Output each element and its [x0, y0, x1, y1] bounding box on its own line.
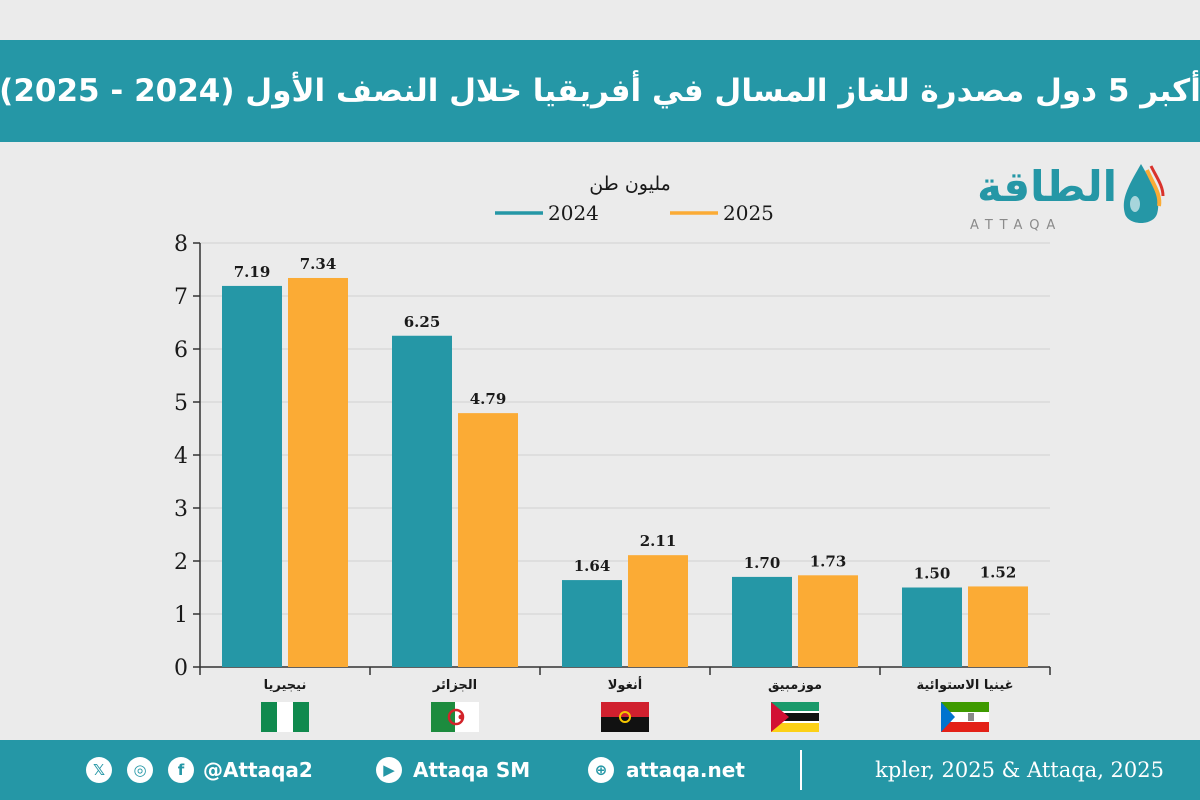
source-text: kpler, 2025 & Attaqa, 2025: [875, 758, 1164, 782]
x-category-label: الجزائر: [432, 678, 477, 693]
bar-value-label: 1.52: [980, 563, 1017, 581]
axes: 0 1 2 3 4 5 6 7 8 نيجيريا الجزائر أنغولا موزمبيق غيني…: [174, 232, 1051, 693]
bar-value-label: 1.73: [810, 552, 847, 570]
footer-bar: 𝕏 ◎ f @Attaqa2 ▶ Attaqa SM ⊕ attaqa.net …: [0, 740, 1200, 800]
y-tick-label: 7: [174, 285, 188, 310]
bar-value-label: 7.34: [300, 255, 337, 273]
flag-stripe: [771, 702, 819, 711]
legend: مليون طن 2024 2025: [495, 173, 774, 225]
x-category-label: أنغولا: [608, 676, 643, 693]
flags: [261, 702, 989, 732]
y-tick-label: 0: [174, 656, 188, 681]
flag-stripe: [941, 712, 989, 722]
bar: [968, 586, 1028, 667]
y-tick-label: 8: [174, 232, 188, 257]
unit-label: مليون طن: [589, 173, 671, 195]
flag-stripe: [431, 702, 455, 732]
flag-stripe: [601, 702, 649, 717]
flag-star: [458, 714, 464, 720]
bar-value-label: 1.50: [914, 565, 951, 583]
youtube-icon[interactable]: ▶: [376, 757, 402, 783]
bar: [562, 580, 622, 667]
brand-logo: الطاقة ATTAQA: [955, 160, 1165, 240]
bar: [902, 587, 962, 667]
flag-stripe: [771, 711, 819, 713]
y-tick-label: 4: [174, 444, 188, 469]
flag-stripe: [771, 723, 819, 732]
angola-flag: [601, 702, 649, 732]
bar: [392, 335, 452, 667]
bar-value-label: 7.19: [234, 263, 271, 281]
flag-stripe: [277, 702, 293, 732]
y-tick-label: 5: [174, 391, 188, 416]
globe-icon[interactable]: ⊕: [588, 757, 614, 783]
flag-emblem: [968, 713, 974, 721]
legend-label: 2024: [548, 201, 599, 225]
bar-value-label: 2.11: [640, 532, 677, 550]
y-tick-label: 1: [174, 603, 188, 628]
y-tick-label: 3: [174, 497, 188, 522]
flag-triangle: [941, 702, 955, 732]
instagram-icon[interactable]: ◎: [127, 757, 153, 783]
bars: [222, 277, 1028, 667]
social-handle[interactable]: @Attaqa2: [203, 758, 313, 782]
bar: [288, 277, 348, 667]
flag-stripe: [261, 702, 277, 732]
website-link[interactable]: attaqa.net: [626, 758, 745, 782]
x-category-label: غينيا الاستوائية: [916, 678, 1013, 693]
brand-latin: ATTAQA: [970, 218, 1063, 233]
header-bar: أكبر 5 دول مصدرة للغاز المسال في أفريقيا…: [0, 40, 1200, 142]
flag-stripe: [941, 702, 989, 712]
bar-chart: 0 1 2 3 4 5 6 7 8 نيجيريا الجزائر أنغولا موزمبيق غيني…: [174, 173, 1051, 732]
flag-stripe: [941, 722, 989, 732]
bar-value-label: 1.70: [744, 554, 781, 572]
footer-divider: [800, 750, 802, 790]
bar-value-label: 1.64: [574, 557, 611, 575]
bar: [458, 413, 518, 667]
mozambique-flag: [771, 702, 819, 732]
equatorial-guinea-flag: [941, 702, 989, 732]
x-category-label: نيجيريا: [264, 678, 307, 693]
y-tick-label: 2: [174, 550, 188, 575]
flag-emblem: [619, 711, 631, 723]
bar: [628, 555, 688, 667]
flag-stripe: [601, 717, 649, 732]
bar-value-label: 4.79: [470, 390, 507, 408]
x-icon[interactable]: 𝕏: [86, 757, 112, 783]
brand-arabic: الطاقة: [977, 162, 1117, 211]
bar: [798, 575, 858, 667]
algeria-flag: [431, 702, 479, 732]
legend-label: 2025: [723, 201, 774, 225]
bar-value-label: 6.25: [404, 313, 441, 331]
facebook-icon[interactable]: f: [168, 757, 194, 783]
drop-icon: [1123, 164, 1165, 223]
page-title: أكبر 5 دول مصدرة للغاز المسال في أفريقيا…: [0, 73, 1200, 109]
y-tick-label: 6: [174, 338, 188, 363]
nigeria-flag: [261, 702, 309, 732]
data-labels: 7.19 6.25 1.64 1.70 1.50 7.34 4.79 2.11 1.73 1.52: [234, 255, 1017, 583]
youtube-channel[interactable]: Attaqa SM: [413, 758, 531, 782]
flag-stripe: [771, 713, 819, 721]
flag-stripe: [293, 702, 309, 732]
flag-stripe: [771, 721, 819, 723]
flag-triangle: [771, 702, 789, 732]
bar: [732, 576, 792, 667]
bar: [222, 285, 282, 667]
x-category-label: موزمبيق: [768, 678, 822, 693]
